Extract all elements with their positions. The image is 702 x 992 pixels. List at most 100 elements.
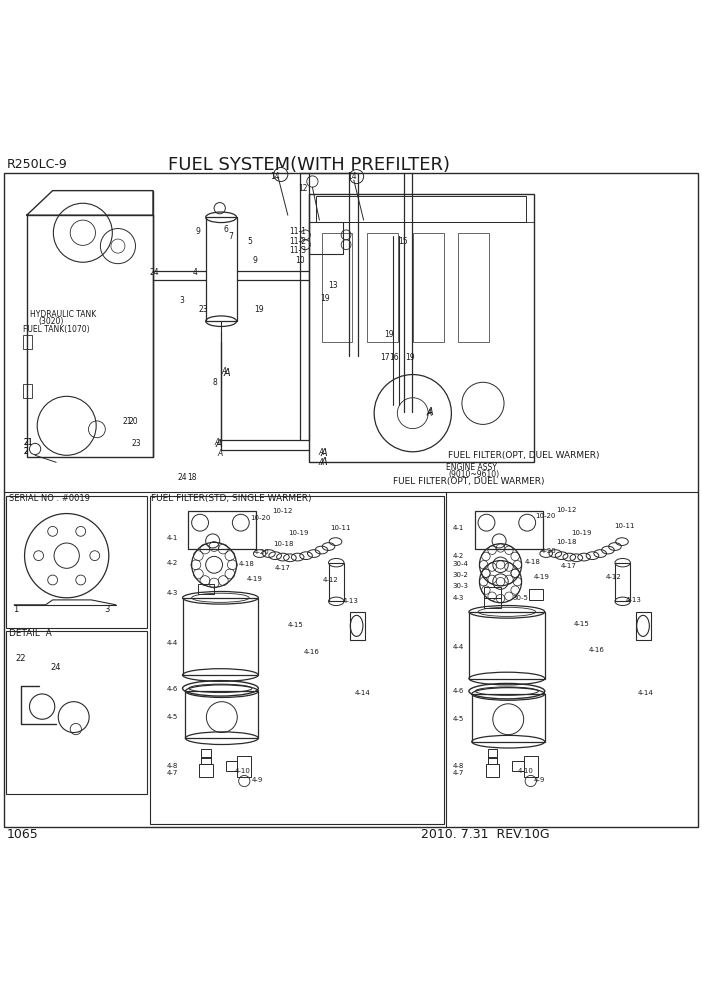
Text: 4-17: 4-17 xyxy=(275,564,291,570)
Text: 19: 19 xyxy=(320,294,330,303)
Text: 19: 19 xyxy=(405,352,415,361)
Text: 5: 5 xyxy=(247,237,252,246)
Text: FUEL TANK(1070): FUEL TANK(1070) xyxy=(23,325,90,334)
Text: 4-13: 4-13 xyxy=(343,598,359,604)
Text: 22: 22 xyxy=(15,655,26,664)
Text: 20: 20 xyxy=(128,417,138,427)
Text: 30-2: 30-2 xyxy=(453,571,469,577)
Text: A: A xyxy=(318,448,323,457)
Text: 4-13: 4-13 xyxy=(626,597,642,603)
Text: A: A xyxy=(318,457,323,467)
Text: A: A xyxy=(320,457,326,467)
Text: 4-6: 4-6 xyxy=(167,686,178,692)
Text: 11-3: 11-3 xyxy=(289,246,306,255)
Text: 2010. 7.31  REV.10G: 2010. 7.31 REV.10G xyxy=(421,828,550,841)
Text: 24: 24 xyxy=(150,268,159,278)
Text: ENGINE ASSY: ENGINE ASSY xyxy=(446,463,496,472)
Text: 23: 23 xyxy=(131,438,141,447)
Text: FUEL FILTER(OPT, DUEL WARMER): FUEL FILTER(OPT, DUEL WARMER) xyxy=(393,477,545,486)
Text: 4-10: 4-10 xyxy=(234,768,251,774)
Text: A: A xyxy=(426,410,431,419)
Text: 4-19: 4-19 xyxy=(247,575,263,582)
Text: 4-4: 4-4 xyxy=(453,644,464,650)
Text: 3: 3 xyxy=(180,297,185,306)
Text: FUEL FILTER(STD, SINGLE WARMER): FUEL FILTER(STD, SINGLE WARMER) xyxy=(151,494,312,503)
Text: 7: 7 xyxy=(228,232,233,241)
Text: FUEL SYSTEM(WITH PREFILTER): FUEL SYSTEM(WITH PREFILTER) xyxy=(168,156,451,174)
Text: 4-7: 4-7 xyxy=(167,771,178,777)
Text: 10-11: 10-11 xyxy=(614,523,635,529)
Text: 6: 6 xyxy=(223,225,228,234)
Text: 10-18: 10-18 xyxy=(273,541,293,547)
Text: 11-1: 11-1 xyxy=(289,227,306,236)
Text: SERIAL NO : #0019: SERIAL NO : #0019 xyxy=(9,494,90,503)
Text: DETAIL  A: DETAIL A xyxy=(9,629,52,638)
Text: 2: 2 xyxy=(23,447,28,456)
Text: 4-14: 4-14 xyxy=(637,689,653,695)
Text: 30-5: 30-5 xyxy=(512,595,529,601)
Text: 10-12: 10-12 xyxy=(557,507,577,513)
Text: 2: 2 xyxy=(23,447,28,456)
Text: 4-5: 4-5 xyxy=(453,715,464,721)
Text: 10-18: 10-18 xyxy=(557,539,577,545)
Text: 16: 16 xyxy=(390,352,399,361)
Text: 18: 18 xyxy=(187,472,197,481)
Text: FUEL FILTER(OPT, DUEL WARMER): FUEL FILTER(OPT, DUEL WARMER) xyxy=(448,450,600,459)
Text: 30-3: 30-3 xyxy=(453,583,469,589)
Text: 4-8: 4-8 xyxy=(453,763,464,769)
Text: 1065: 1065 xyxy=(7,828,39,841)
Text: 10-20: 10-20 xyxy=(250,516,270,522)
Text: 4-9: 4-9 xyxy=(251,777,263,783)
Text: 15: 15 xyxy=(398,237,408,246)
Text: A: A xyxy=(217,449,222,458)
Text: 4-6: 4-6 xyxy=(453,688,464,694)
Text: A: A xyxy=(222,367,227,376)
Text: 4-3: 4-3 xyxy=(453,595,464,601)
Text: 24: 24 xyxy=(51,664,61,673)
Text: 4-16: 4-16 xyxy=(588,648,604,654)
Text: A: A xyxy=(214,438,219,447)
Text: 4: 4 xyxy=(193,268,198,278)
Text: 8: 8 xyxy=(212,379,217,388)
Text: 12: 12 xyxy=(298,185,308,193)
Text: 11-2: 11-2 xyxy=(289,237,306,246)
Text: 9: 9 xyxy=(253,256,258,265)
Text: A: A xyxy=(223,368,230,378)
Text: 4-10: 4-10 xyxy=(518,768,534,774)
Text: 14: 14 xyxy=(347,172,357,182)
Text: 4-7: 4-7 xyxy=(453,771,464,777)
Text: 4-4: 4-4 xyxy=(167,641,178,647)
Text: 4-20: 4-20 xyxy=(541,548,556,554)
Text: 17: 17 xyxy=(380,352,390,361)
Text: 10: 10 xyxy=(295,256,305,265)
Text: 21: 21 xyxy=(23,438,33,447)
Text: 4-12: 4-12 xyxy=(606,573,621,579)
Text: 19: 19 xyxy=(385,330,395,339)
Text: 19: 19 xyxy=(254,306,264,314)
Text: 13: 13 xyxy=(329,281,338,290)
Text: 4-15: 4-15 xyxy=(574,621,589,627)
Text: 1: 1 xyxy=(13,605,18,614)
Text: 4-12: 4-12 xyxy=(323,577,338,583)
Text: 10-12: 10-12 xyxy=(272,509,293,515)
Text: 4-15: 4-15 xyxy=(288,622,303,628)
Text: 4-14: 4-14 xyxy=(355,689,370,695)
Text: R250LC-9: R250LC-9 xyxy=(7,158,68,172)
Text: 10-20: 10-20 xyxy=(535,513,555,520)
Text: 4-9: 4-9 xyxy=(534,777,545,783)
Text: 30-4: 30-4 xyxy=(453,561,469,567)
Text: 14: 14 xyxy=(270,172,280,182)
Text: 10-19: 10-19 xyxy=(571,530,592,536)
Text: 4-20: 4-20 xyxy=(254,550,270,556)
Text: 4-5: 4-5 xyxy=(167,714,178,720)
Text: 23: 23 xyxy=(199,305,208,313)
Text: 4-8: 4-8 xyxy=(167,763,178,769)
Text: 4-1: 4-1 xyxy=(453,525,464,531)
Text: 4-2: 4-2 xyxy=(453,553,464,558)
Text: 4-1: 4-1 xyxy=(167,535,178,541)
Text: 4-2: 4-2 xyxy=(167,559,178,565)
Text: 4-3: 4-3 xyxy=(167,590,178,596)
Text: 9: 9 xyxy=(195,227,200,236)
Text: 10-11: 10-11 xyxy=(330,525,350,531)
Text: HYDRAULIC TANK: HYDRAULIC TANK xyxy=(30,310,96,319)
